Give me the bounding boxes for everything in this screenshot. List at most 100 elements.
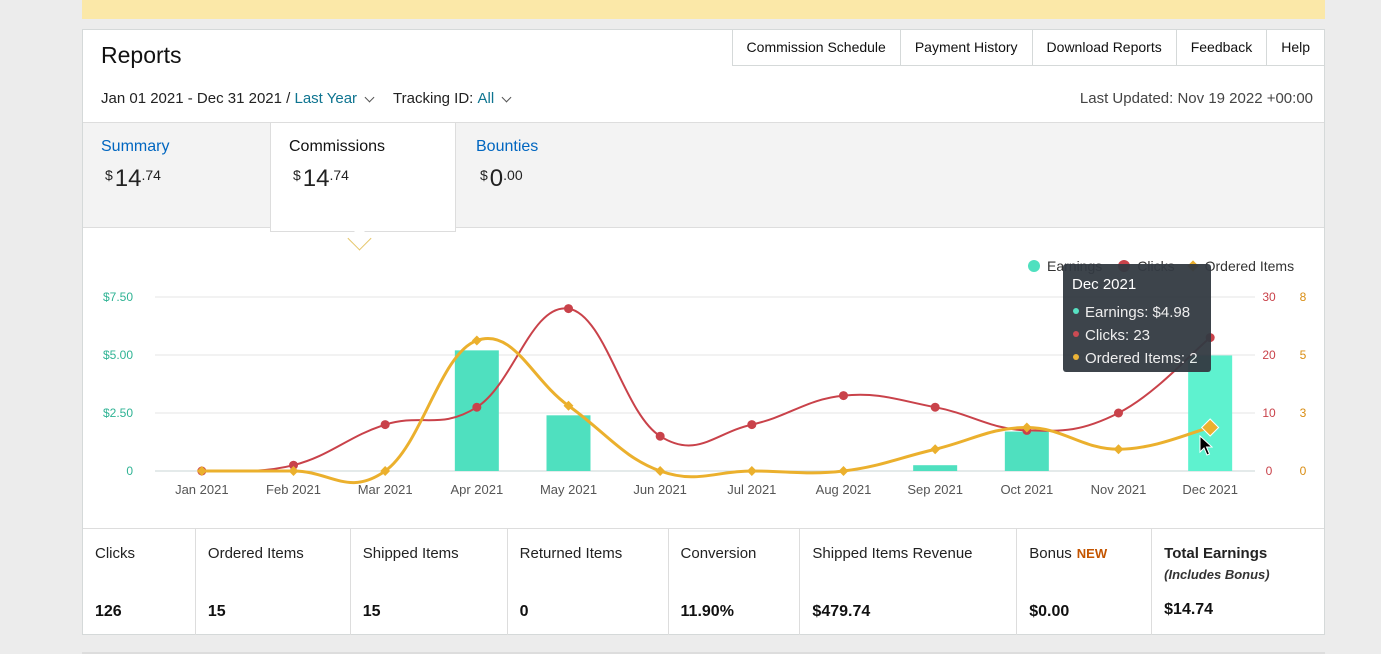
stat-label: Shipped Items bbox=[362, 545, 459, 562]
x-axis-tick: Jan 2021 bbox=[175, 482, 229, 497]
clicks-point bbox=[472, 402, 482, 412]
ordered-axis-tick: 0 bbox=[1300, 464, 1307, 478]
clicks-point bbox=[1114, 408, 1123, 418]
tab-value: $14.74 bbox=[105, 165, 161, 192]
stat-label: Clicks bbox=[95, 545, 135, 562]
clicks-axis-tick: 30 bbox=[1262, 290, 1276, 304]
tracking-id-dropdown[interactable]: All bbox=[477, 90, 495, 107]
stat-label: Conversion bbox=[680, 545, 757, 562]
stat-sublabel: (Includes Bonus) bbox=[1164, 567, 1270, 582]
stat-returned-items: Returned Items 0 bbox=[508, 529, 669, 635]
x-axis-tick: Mar 2021 bbox=[358, 482, 413, 497]
chevron-down-icon[interactable] bbox=[501, 92, 512, 102]
clicks-axis-tick: 0 bbox=[1266, 464, 1273, 478]
ordered-point bbox=[471, 335, 482, 346]
clicks-point bbox=[380, 420, 390, 430]
mouse-cursor-icon bbox=[1199, 435, 1213, 456]
x-axis-tick: Oct 2021 bbox=[1000, 482, 1053, 497]
tab-label: Summary bbox=[101, 138, 170, 155]
tooltip-clicks: Clicks: 23 bbox=[1073, 327, 1150, 344]
stat-total-earnings: Total Earnings (Includes Bonus) $14.74 bbox=[1152, 529, 1324, 635]
stat-label: Bonus NEW bbox=[1029, 545, 1108, 562]
ordered-point bbox=[1113, 444, 1124, 455]
commission-schedule-button[interactable]: Commission Schedule bbox=[732, 30, 901, 66]
left-axis-tick: $7.50 bbox=[103, 290, 133, 304]
stat-value: 126 bbox=[95, 603, 122, 620]
stat-shipped-items: Shipped Items 15 bbox=[351, 529, 508, 635]
tracking-label: Tracking ID: bbox=[393, 90, 474, 107]
legend-earnings-dot bbox=[1028, 260, 1040, 272]
tab-commissions[interactable]: Commissions $14.74 bbox=[270, 123, 456, 232]
clicks-point bbox=[655, 431, 665, 441]
ordered-point bbox=[746, 466, 757, 476]
tooltip-earnings: Earnings: $4.98 bbox=[1073, 304, 1190, 321]
tab-bounties[interactable]: Bounties $0.00 bbox=[458, 123, 642, 227]
ordered-point bbox=[563, 400, 574, 411]
stat-label: Returned Items bbox=[519, 545, 623, 562]
clicks-point bbox=[930, 402, 940, 412]
filters-row: Jan 01 2021 - Dec 31 2021 / Last Year Tr… bbox=[101, 90, 518, 107]
download-reports-button[interactable]: Download Reports bbox=[1032, 30, 1177, 66]
tooltip-ordered: Ordered Items: 2 bbox=[1073, 350, 1198, 367]
stat-ordered-items: Ordered Items 15 bbox=[196, 529, 351, 635]
report-tabs: Summary $14.74 Commissions $14.74 Bounti… bbox=[83, 122, 1324, 232]
tab-value: $14.74 bbox=[293, 165, 349, 192]
stat-conversion: Conversion 11.90% bbox=[669, 529, 801, 635]
page-title: Reports bbox=[101, 42, 182, 68]
ordered-point bbox=[1200, 418, 1220, 437]
ordered-point bbox=[838, 466, 849, 476]
left-axis-tick: $5.00 bbox=[103, 348, 133, 362]
stat-value: 15 bbox=[362, 603, 381, 620]
clicks-point bbox=[839, 391, 848, 401]
tab-summary[interactable]: Summary $14.74 bbox=[83, 123, 267, 227]
stat-clicks: Clicks 126 bbox=[83, 529, 196, 635]
x-axis-tick: May 2021 bbox=[540, 482, 597, 497]
left-axis-tick: 0 bbox=[126, 464, 133, 478]
x-axis-tick: Jun 2021 bbox=[633, 482, 687, 497]
stat-value: 15 bbox=[207, 603, 226, 620]
ordered-point bbox=[930, 444, 941, 455]
clicks-point bbox=[747, 420, 757, 430]
ordered-line bbox=[201, 337, 1211, 485]
ordered-axis-tick: 3 bbox=[1300, 406, 1307, 420]
feedback-button[interactable]: Feedback bbox=[1176, 30, 1268, 66]
clicks-axis-tick: 20 bbox=[1262, 348, 1276, 362]
tab-label: Commissions bbox=[289, 138, 386, 155]
left-axis-tick: $2.50 bbox=[103, 406, 133, 420]
stat-value: 0 bbox=[519, 603, 529, 620]
new-badge: NEW bbox=[1076, 546, 1108, 561]
clicks-point bbox=[289, 460, 298, 470]
stats-row: Clicks 126 Ordered Items 15 Shipped Item… bbox=[83, 528, 1324, 635]
next-card-edge bbox=[82, 652, 1325, 654]
earnings-bar bbox=[1188, 355, 1233, 471]
clicks-line bbox=[201, 307, 1211, 473]
tab-label: Bounties bbox=[476, 138, 539, 155]
ordered-axis-tick: 8 bbox=[1300, 290, 1307, 304]
earnings-chart: 0 0 0 $2.50 10 3 $5.00 20 5 $7.50 30 8 Jan 2021 Feb 2… bbox=[103, 290, 1307, 497]
stat-value: 11.90% bbox=[680, 603, 734, 620]
reports-card: Reports Commission Schedule Payment Hist… bbox=[82, 29, 1325, 635]
stat-value: $479.74 bbox=[812, 603, 871, 620]
report-actions: Commission Schedule Payment History Down… bbox=[731, 30, 1324, 66]
x-axis-tick: Feb 2021 bbox=[266, 482, 321, 497]
help-button[interactable]: Help bbox=[1267, 30, 1324, 66]
earnings-bar bbox=[546, 415, 591, 471]
tab-value: $0.00 bbox=[480, 165, 523, 192]
stat-shipped-revenue: Shipped Items Revenue $479.74 bbox=[800, 529, 1018, 635]
stat-value: $0.00 bbox=[1029, 603, 1070, 620]
legend-ordered[interactable]: Ordered Items bbox=[1204, 258, 1295, 274]
stat-label: Ordered Items bbox=[207, 545, 304, 562]
clicks-axis-tick: 10 bbox=[1262, 406, 1276, 420]
x-axis-tick: Sep 2021 bbox=[907, 482, 963, 497]
ordered-axis-tick: 5 bbox=[1300, 348, 1307, 362]
payment-history-button[interactable]: Payment History bbox=[900, 30, 1033, 66]
tooltip-title: Dec 2021 bbox=[1072, 276, 1137, 293]
chevron-down-icon[interactable] bbox=[364, 92, 375, 102]
stat-label: Total Earnings bbox=[1164, 545, 1268, 562]
stat-bonus: Bonus NEW $0.00 bbox=[1017, 529, 1153, 635]
stat-value: $14.74 bbox=[1164, 601, 1214, 618]
x-axis-tick: Aug 2021 bbox=[816, 482, 872, 497]
stat-label: Shipped Items Revenue bbox=[812, 545, 973, 562]
date-range: Jan 01 2021 - Dec 31 2021 / bbox=[101, 90, 291, 107]
period-dropdown[interactable]: Last Year bbox=[294, 90, 358, 107]
